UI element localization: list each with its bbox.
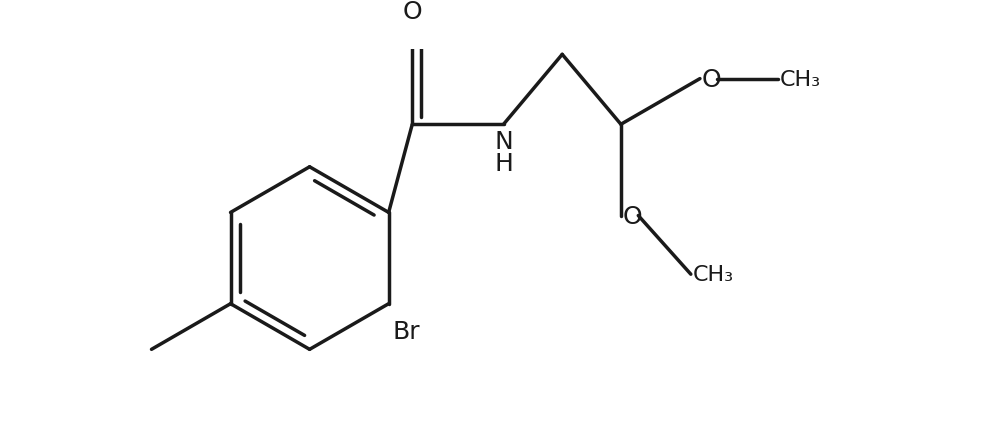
Text: O: O bbox=[402, 0, 422, 23]
Text: CH₃: CH₃ bbox=[780, 69, 820, 89]
Text: Br: Br bbox=[393, 320, 421, 343]
Text: N
H: N H bbox=[495, 130, 513, 175]
Text: CH₃: CH₃ bbox=[692, 265, 734, 285]
Text: O: O bbox=[623, 204, 642, 228]
Text: O: O bbox=[702, 67, 721, 92]
